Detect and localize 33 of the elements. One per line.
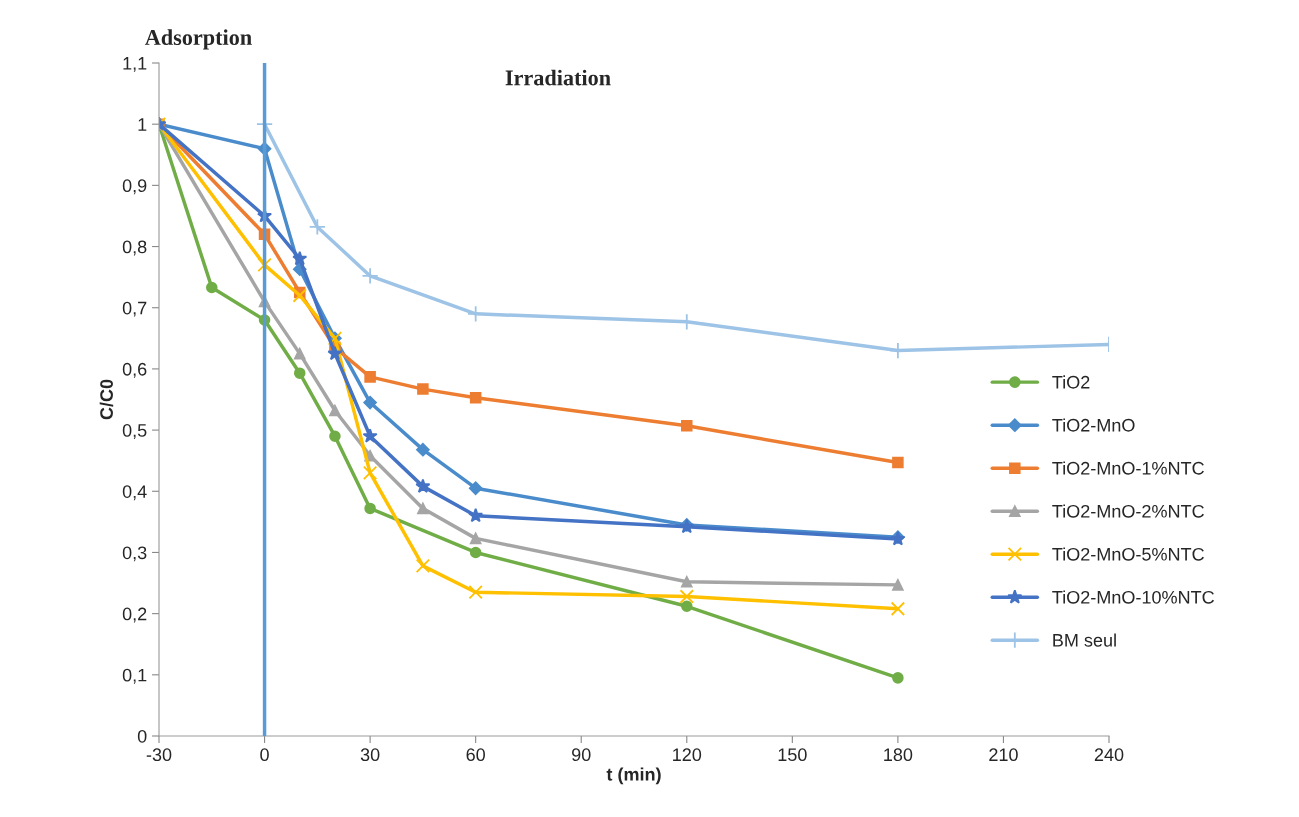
x-tick-label: 240 [1094, 748, 1124, 762]
legend-label: TiO2-MnO-2%NTC [1052, 504, 1204, 518]
x-tick-label: -30 [146, 748, 172, 762]
legend-label: TiO2-MnO-5%NTC [1052, 547, 1204, 561]
y-tick-label: 0 [137, 729, 147, 743]
y-tick-label: 0,7 [122, 301, 147, 317]
y-tick-label: 0,6 [122, 362, 147, 378]
x-axis-title: t (min) [606, 767, 661, 785]
y-tick-label: 0,4 [122, 485, 147, 501]
text: Adsorption [144, 29, 252, 50]
y-tick-label: 0,9 [122, 179, 147, 195]
y-tick-label: 0,5 [122, 424, 147, 439]
y-tick-label: 0,1 [122, 668, 147, 684]
x-tick-label: 0 [260, 748, 269, 762]
legend-label: TiO2 [1052, 375, 1090, 389]
legend-label: BM seul [1053, 633, 1116, 647]
annotation: Irradiation [505, 69, 611, 86]
y-tick-label: 1,1 [123, 57, 147, 72]
y-tick-label: 0,8 [122, 240, 147, 256]
y-tick-label: 0,2 [122, 607, 147, 623]
y-tick-label: 0,3 [122, 546, 147, 562]
x-tick-label: 210 [989, 748, 1018, 762]
legend-label: TiO2-MnO-1%NTC [1052, 461, 1204, 475]
x-tick-label: 150 [778, 748, 807, 762]
x-tick-label: 60 [466, 748, 485, 762]
y-axis-title: C/C0 [99, 379, 114, 420]
legend-label: TiO2-MnO [1052, 418, 1135, 432]
x-tick-label: 30 [360, 748, 380, 762]
x-tick-label: 120 [673, 748, 702, 762]
y-tick-label: 1 [138, 118, 147, 131]
x-tick-label: 90 [572, 748, 591, 762]
legend-label: TiO2-MnO-10%NTC [1052, 590, 1214, 604]
x-tick-label: 180 [884, 748, 913, 762]
